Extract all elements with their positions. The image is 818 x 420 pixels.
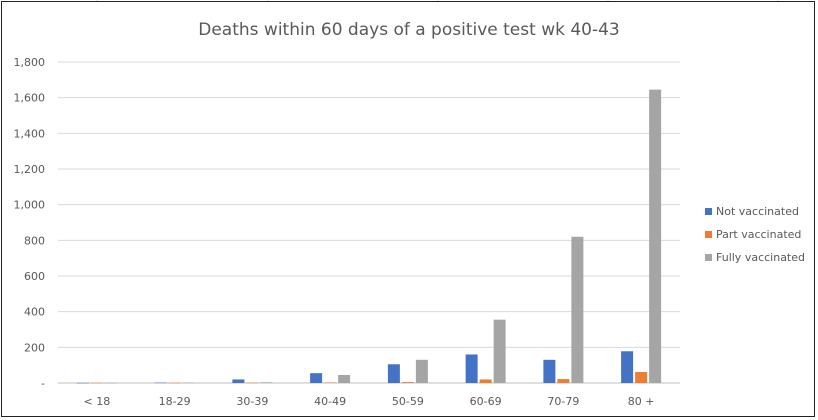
bar-fully-vaccinated bbox=[182, 382, 195, 384]
x-tick-label: 18-29 bbox=[159, 395, 191, 408]
x-tick-label: < 18 bbox=[84, 395, 111, 408]
y-tick-label: 400 bbox=[24, 306, 45, 319]
x-tick-label: 40-49 bbox=[314, 395, 346, 408]
legend-item-fully-vaccinated: Fully vaccinated bbox=[705, 246, 805, 269]
legend-swatch-not-vaccinated bbox=[705, 208, 712, 215]
legend: Not vaccinated Part vaccinated Fully vac… bbox=[705, 200, 805, 269]
y-tick-label: 600 bbox=[24, 270, 45, 283]
bar-not-vaccinated bbox=[232, 379, 245, 383]
bar-fully-vaccinated bbox=[649, 89, 662, 384]
bar-part-vaccinated bbox=[168, 382, 181, 384]
bar-fully-vaccinated bbox=[415, 359, 428, 383]
chart-title: Deaths within 60 days of a positive test… bbox=[198, 20, 620, 40]
bar-part-vaccinated bbox=[246, 382, 259, 384]
y-tick-label: 1,000 bbox=[14, 199, 46, 212]
bar-not-vaccinated bbox=[465, 354, 478, 383]
bar-not-vaccinated bbox=[387, 364, 400, 383]
y-tick-label: 200 bbox=[24, 341, 45, 354]
legend-item-not-vaccinated: Not vaccinated bbox=[705, 200, 805, 223]
legend-swatch-fully-vaccinated bbox=[705, 254, 712, 261]
x-tick-label: 70-79 bbox=[547, 395, 579, 408]
bar-not-vaccinated bbox=[621, 351, 634, 383]
bar-fully-vaccinated bbox=[571, 236, 584, 383]
x-tick-label: 50-59 bbox=[392, 395, 424, 408]
legend-label: Part vaccinated bbox=[716, 228, 802, 241]
x-tick-label: 60-69 bbox=[470, 395, 502, 408]
x-tick-label: 30-39 bbox=[236, 395, 268, 408]
bar-part-vaccinated bbox=[90, 382, 103, 384]
y-tick-label: 1,800 bbox=[14, 56, 46, 69]
y-tick-label: 1,200 bbox=[14, 163, 46, 176]
y-tick-label: 1,400 bbox=[14, 127, 46, 140]
bar-fully-vaccinated bbox=[104, 382, 117, 384]
bar-not-vaccinated bbox=[154, 382, 167, 384]
y-tick-label: 800 bbox=[24, 234, 45, 247]
legend-item-part-vaccinated: Part vaccinated bbox=[705, 223, 805, 246]
y-tick-label: - bbox=[41, 377, 45, 390]
bar-part-vaccinated bbox=[401, 382, 414, 383]
bar-not-vaccinated bbox=[310, 373, 323, 383]
bar-part-vaccinated bbox=[324, 382, 337, 383]
legend-label: Fully vaccinated bbox=[716, 251, 805, 264]
bar-not-vaccinated bbox=[76, 382, 89, 384]
bar-not-vaccinated bbox=[543, 359, 556, 383]
legend-label: Not vaccinated bbox=[716, 205, 799, 218]
bar-fully-vaccinated bbox=[493, 319, 506, 383]
bar-fully-vaccinated bbox=[338, 374, 351, 383]
bar-part-vaccinated bbox=[557, 379, 570, 383]
bar-part-vaccinated bbox=[635, 371, 648, 383]
bar-part-vaccinated bbox=[479, 379, 492, 383]
x-tick-label: 80 + bbox=[628, 395, 655, 408]
legend-swatch-part-vaccinated bbox=[705, 231, 712, 238]
y-tick-label: 1,600 bbox=[14, 92, 46, 105]
bar-fully-vaccinated bbox=[260, 382, 273, 383]
